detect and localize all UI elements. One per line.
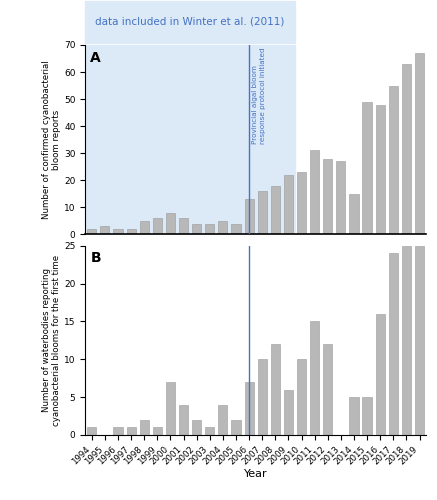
Bar — [192, 420, 201, 435]
Bar — [362, 102, 371, 234]
Bar — [336, 162, 345, 234]
Bar — [179, 404, 188, 435]
Bar — [153, 218, 162, 234]
Y-axis label: Number of waterbodies reporting
cyanobacterial blooms for the first time: Number of waterbodies reporting cyanobac… — [42, 255, 61, 426]
Bar — [245, 199, 253, 234]
Bar — [114, 428, 122, 435]
Text: Provincial algal bloom
response protocol initiated: Provincial algal bloom response protocol… — [253, 48, 267, 144]
Bar — [310, 322, 319, 435]
Bar — [166, 212, 175, 234]
Bar — [375, 314, 385, 435]
Bar — [101, 226, 110, 234]
Bar — [153, 428, 162, 435]
Bar — [375, 104, 385, 234]
Bar — [245, 382, 253, 435]
Bar — [271, 186, 280, 234]
Bar — [362, 397, 371, 435]
Bar — [87, 428, 97, 435]
Bar — [297, 172, 306, 234]
Bar — [389, 86, 398, 234]
Bar — [127, 428, 135, 435]
Bar — [284, 175, 293, 234]
Bar — [205, 428, 215, 435]
Bar — [389, 254, 398, 435]
X-axis label: Year: Year — [244, 470, 267, 480]
Bar — [323, 158, 333, 234]
Bar — [140, 420, 149, 435]
Bar — [284, 390, 293, 435]
Bar — [192, 224, 201, 234]
Bar — [85, 45, 295, 234]
Bar — [415, 246, 424, 435]
Bar — [114, 229, 122, 234]
Bar — [297, 360, 306, 435]
Bar — [310, 150, 319, 234]
Bar — [205, 224, 215, 234]
Bar — [218, 221, 228, 234]
Bar — [349, 194, 358, 234]
Bar — [415, 53, 424, 234]
Bar — [349, 397, 358, 435]
Bar — [166, 382, 175, 435]
Bar — [258, 191, 267, 234]
Bar — [218, 404, 228, 435]
Bar — [258, 360, 267, 435]
Text: B: B — [90, 252, 101, 266]
Bar — [232, 224, 241, 234]
Bar — [127, 229, 135, 234]
Bar — [140, 221, 149, 234]
Bar — [232, 420, 241, 435]
Text: A: A — [90, 50, 101, 64]
Y-axis label: Number of confirmed cyanobacterial
bloom reports: Number of confirmed cyanobacterial bloom… — [42, 60, 61, 219]
Bar — [179, 218, 188, 234]
Bar — [323, 344, 333, 435]
Bar — [271, 344, 280, 435]
Bar — [87, 229, 97, 234]
Text: data included in Winter et al. (2011): data included in Winter et al. (2011) — [95, 17, 285, 27]
Bar — [402, 64, 411, 234]
Bar — [402, 246, 411, 435]
